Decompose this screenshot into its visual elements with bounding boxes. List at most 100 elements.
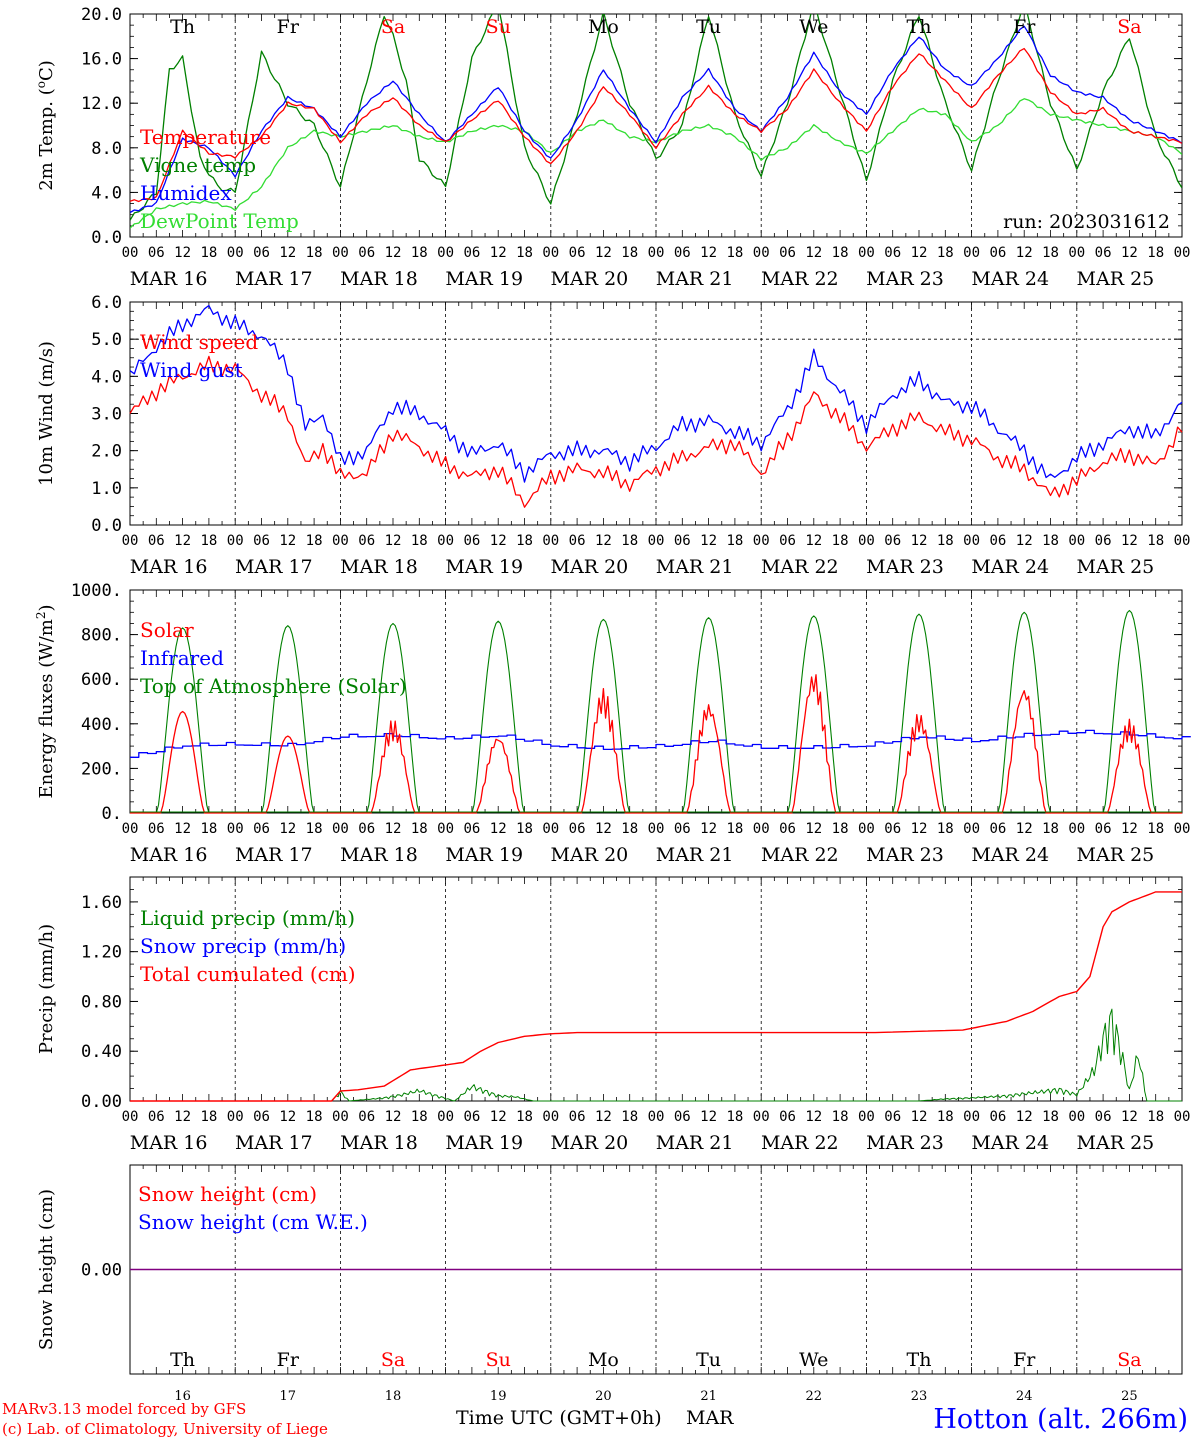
y-tick-label: 5.0	[91, 330, 122, 350]
panel-frame	[129, 589, 1183, 814]
hour-tick-label: 18	[621, 245, 638, 261]
hour-tick-label: 00	[858, 1109, 875, 1125]
hour-tick-label: 12	[1121, 533, 1138, 549]
hour-tick-label: 00	[963, 245, 980, 261]
hour-tick-label: 18	[1147, 245, 1164, 261]
legend-snow-height-cm: Snow height (cm)	[138, 1182, 317, 1206]
hour-tick-label: 18	[832, 1109, 849, 1125]
y-tick-label: 0.00	[81, 1092, 122, 1112]
hour-tick-label: 12	[700, 821, 717, 837]
hour-tick-label: 18	[200, 1109, 217, 1125]
hour-tick-label: 06	[989, 1109, 1006, 1125]
hour-tick-label: 18	[1147, 1109, 1164, 1125]
hour-tick-label: 06	[148, 821, 165, 837]
legend-temperature: Temperature	[140, 125, 271, 149]
hour-tick-label: 12	[911, 1109, 928, 1125]
hour-tick-label: 06	[674, 533, 691, 549]
hour-tick-label: 00	[332, 245, 349, 261]
hour-tick-label: 06	[1095, 821, 1112, 837]
date-label: MAR 21	[656, 1132, 734, 1154]
hour-tick-label: 06	[569, 821, 586, 837]
day-number-label: 21	[700, 1389, 717, 1404]
y-tick-label: 1.20	[81, 943, 122, 963]
hour-tick-label: 18	[306, 1109, 323, 1125]
hour-tick-label: 12	[174, 245, 191, 261]
hour-tick-label: 00	[227, 245, 244, 261]
model-credit-line1: MARv3.13 model forced by GFS	[2, 1400, 246, 1418]
hour-tick-label: 00	[963, 1109, 980, 1125]
hour-tick-label: 18	[726, 533, 743, 549]
date-label: MAR 24	[971, 1132, 1049, 1154]
hour-tick-label: 00	[542, 533, 559, 549]
y-tick-label: 600.	[81, 670, 122, 690]
panel-frame	[129, 301, 1183, 526]
legend-dewpoint-temp: DewPoint Temp	[140, 209, 299, 233]
hour-tick-label: 12	[911, 821, 928, 837]
y-tick-label: 2.0	[91, 442, 122, 462]
legend-top-of-atmosphere-solar: Top of Atmosphere (Solar)	[140, 674, 407, 698]
series-line-wind-speed	[129, 355, 1183, 508]
hour-tick-label: 12	[1016, 821, 1033, 837]
hour-tick-label: 18	[1042, 245, 1059, 261]
weekday-label: Su	[486, 1349, 511, 1371]
legend-infrared: Infrared	[140, 646, 224, 670]
hour-tick-label: 12	[490, 821, 507, 837]
hour-tick-label: 06	[779, 533, 796, 549]
date-label: MAR 16	[130, 556, 208, 578]
hour-tick-label: 00	[963, 821, 980, 837]
date-label: MAR 21	[656, 268, 734, 290]
hour-tick-label: 12	[279, 821, 296, 837]
hour-tick-label: 18	[516, 245, 533, 261]
hour-tick-label: 06	[1095, 533, 1112, 549]
day-number-label: 23	[911, 1389, 928, 1404]
hour-tick-label: 06	[463, 821, 480, 837]
hour-tick-label: 06	[569, 1109, 586, 1125]
date-label: MAR 22	[761, 556, 839, 578]
date-label: MAR 21	[656, 844, 734, 866]
legend-snow-height-cm-w-e: Snow height (cm W.E.)	[138, 1210, 368, 1234]
hour-tick-label: 06	[1095, 245, 1112, 261]
y-tick-label: 16.0	[81, 50, 122, 70]
series-line-temperature	[130, 47, 1182, 203]
hour-tick-label: 18	[937, 1109, 954, 1125]
legend-snow-precip-mm-h: Snow precip (mm/h)	[140, 934, 346, 958]
hour-tick-label: 18	[306, 821, 323, 837]
hour-tick-label: 18	[200, 245, 217, 261]
hour-tick-label: 00	[227, 821, 244, 837]
date-label: MAR 17	[235, 844, 313, 866]
panel-frame	[129, 13, 1183, 238]
date-label: MAR 22	[761, 844, 839, 866]
legend-solar: Solar	[140, 618, 194, 642]
hour-tick-label: 18	[937, 533, 954, 549]
date-label: MAR 18	[340, 1132, 418, 1154]
x-axis-label: Time UTC (GMT+0h)	[456, 1407, 662, 1429]
panel-5: 0.00 Snow height (cm) Snow height (cm) Snow…	[36, 1164, 1183, 1404]
series-group	[130, 14, 1182, 229]
hour-tick-label: 00	[1174, 533, 1191, 549]
hour-tick-label: 06	[148, 245, 165, 261]
date-label: MAR 23	[866, 1132, 944, 1154]
hour-tick-label: 18	[937, 821, 954, 837]
hour-tick-label: 18	[411, 1109, 428, 1125]
y-axis-label: 2m Temp. (oC)	[34, 60, 57, 191]
y-tick-label: 0.	[102, 804, 122, 824]
hour-tick-label: 18	[621, 821, 638, 837]
hour-tick-label: 12	[385, 245, 402, 261]
y-tick-label: 4.0	[91, 367, 122, 387]
weekday-label: Sa	[381, 1349, 405, 1371]
hour-tick-label: 18	[306, 533, 323, 549]
weekday-label: We	[799, 1349, 828, 1371]
date-label: MAR 25	[1077, 844, 1155, 866]
hour-tick-label: 06	[253, 533, 270, 549]
date-label: MAR 24	[971, 844, 1049, 866]
date-label: MAR 16	[130, 844, 208, 866]
series-group	[130, 609, 1191, 814]
hour-tick-label: 18	[200, 533, 217, 549]
date-label: MAR 19	[445, 268, 523, 290]
hour-tick-label: 18	[306, 245, 323, 261]
hour-tick-label: 18	[1042, 1109, 1059, 1125]
hour-tick-label: 00	[227, 1109, 244, 1125]
hour-tick-label: 18	[200, 821, 217, 837]
hour-tick-label: 00	[122, 533, 139, 549]
hour-tick-label: 18	[726, 821, 743, 837]
